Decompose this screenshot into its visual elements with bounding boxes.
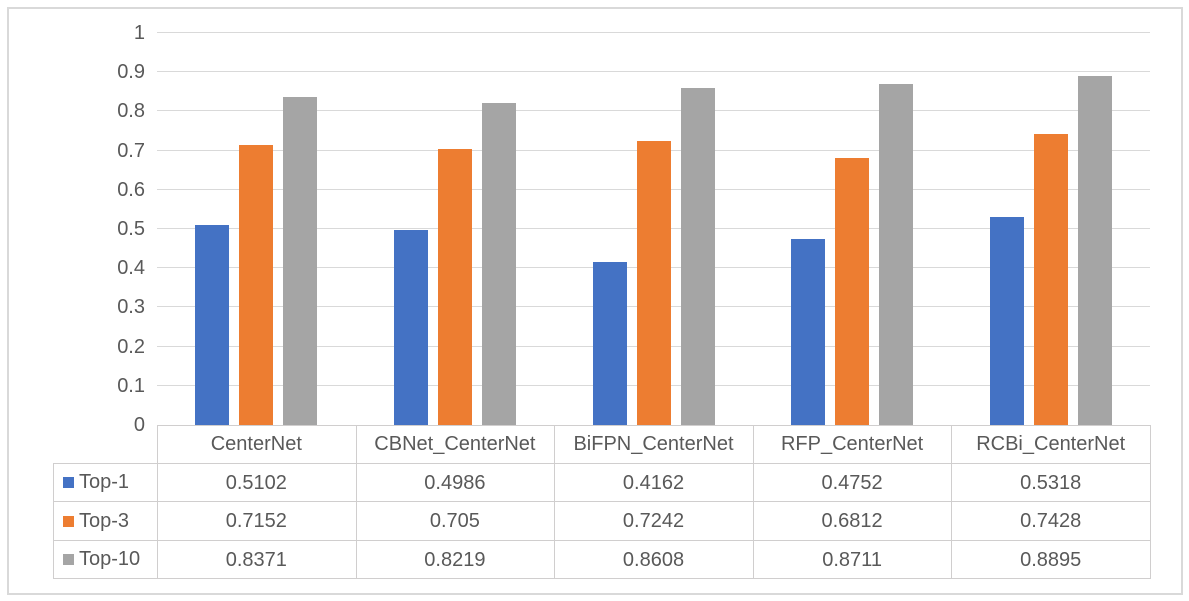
table-header-RCBi_CenterNet: RCBi_CenterNet [976, 433, 1126, 455]
table-value-Top-1-BiFPN_CenterNet: 0.4162 [622, 471, 685, 494]
table-header-BiFPN_CenterNet: BiFPN_CenterNet [573, 433, 734, 455]
gridline-1 [157, 32, 1150, 33]
bar-Top-1-BiFPN_CenterNet [592, 261, 627, 425]
bar-Top-3-RCBi_CenterNet [1033, 133, 1068, 425]
table-line-col-2 [554, 425, 556, 579]
bar-Top-10-RFP_CenterNet [879, 83, 914, 425]
legend-swatch-Top-3 [63, 515, 74, 527]
table-line-top [157, 425, 1150, 426]
legend-label-Top-1: Top-1 [79, 471, 130, 494]
bar-Top-10-CBNet_CenterNet [481, 102, 516, 425]
bar-Top-10-BiFPN_CenterNet [680, 87, 715, 425]
table-line-legend-left [53, 462, 54, 579]
gridline-0.8 [157, 110, 1150, 112]
y-axis-label-1: 1 [133, 22, 145, 44]
table-value-Top-10-RCBi_CenterNet: 0.8895 [1020, 548, 1082, 571]
bar-Top-10-RCBi_CenterNet [1077, 76, 1112, 425]
y-axis-label-0.8: 0.8 [117, 100, 145, 123]
table-value-Top-3-RCBi_CenterNet: 0.7428 [1020, 510, 1082, 532]
table-header-RFP_CenterNet: RFP_CenterNet [780, 433, 924, 455]
legend-label-Top-3: Top-3 [79, 509, 130, 532]
legend-item-Top-3: Top-3 [63, 502, 155, 541]
table-value-Top-10-CenterNet: 0.8371 [225, 548, 287, 571]
gridline-0.9 [157, 71, 1150, 73]
legend-label-Top-10: Top-10 [79, 548, 141, 571]
bar-Top-1-CenterNet [195, 225, 230, 425]
bar-Top-1-CBNet_CenterNet [393, 229, 428, 425]
y-axis-label-0.5: 0.5 [117, 218, 145, 240]
table-line-col-0 [157, 425, 158, 579]
table-line-row-1 [53, 501, 1150, 502]
legend-item-Top-1: Top-1 [63, 464, 155, 503]
bar-Top-3-RFP_CenterNet [835, 157, 870, 425]
table-value-Top-3-CBNet_CenterNet: 0.705 [429, 510, 480, 532]
table-value-Top-1-CenterNet: 0.5102 [225, 471, 287, 494]
table-value-Top-10-RFP_CenterNet: 0.8711 [822, 548, 882, 571]
table-line-col-3 [752, 425, 754, 579]
table-line-col-5 [1150, 425, 1151, 579]
bar-Top-3-CBNet_CenterNet [437, 148, 472, 425]
y-axis-label-0.6: 0.6 [117, 178, 145, 201]
table-value-Top-3-CenterNet: 0.7152 [225, 510, 287, 532]
table-value-Top-1-RCBi_CenterNet: 0.5318 [1020, 471, 1082, 494]
table-value-Top-10-BiFPN_CenterNet: 0.8608 [622, 548, 685, 571]
legend-item-Top-10: Top-10 [63, 541, 155, 580]
table-header-CenterNet: CenterNet [210, 433, 302, 455]
table-value-Top-1-CBNet_CenterNet: 0.4986 [424, 471, 486, 494]
y-axis-label-0.3: 0.3 [117, 296, 145, 319]
bar-Top-10-CenterNet [283, 96, 318, 425]
bar-Top-1-RCBi_CenterNet [989, 216, 1024, 425]
y-axis-label-0.2: 0.2 [117, 335, 145, 358]
table-line-col-1 [355, 425, 357, 579]
table-header-CBNet_CenterNet: CBNet_CenterNet [374, 433, 536, 455]
table-value-Top-3-BiFPN_CenterNet: 0.7242 [622, 510, 685, 532]
y-axis-label-0.1: 0.1 [117, 374, 145, 397]
legend-swatch-Top-1 [63, 477, 74, 489]
table-value-Top-10-CBNet_CenterNet: 0.8219 [424, 548, 486, 571]
bar-Top-3-CenterNet [239, 144, 274, 425]
bar-Top-3-BiFPN_CenterNet [636, 141, 671, 425]
table-line-row-0 [53, 462, 1150, 464]
bar-Top-1-RFP_CenterNet [791, 238, 826, 425]
y-axis-label-0.7: 0.7 [117, 139, 145, 162]
y-axis-label-0: 0 [133, 414, 145, 436]
table-value-Top-3-RFP_CenterNet: 0.6812 [821, 510, 883, 532]
y-axis-label-0.4: 0.4 [117, 257, 145, 280]
table-value-Top-1-RFP_CenterNet: 0.4752 [821, 471, 883, 494]
table-line-row-2 [53, 539, 1150, 541]
legend-swatch-Top-10 [63, 554, 74, 566]
table-line-col-4 [951, 425, 953, 579]
y-axis-label-0.9: 0.9 [117, 61, 145, 84]
table-line-row-3 [53, 578, 1150, 579]
